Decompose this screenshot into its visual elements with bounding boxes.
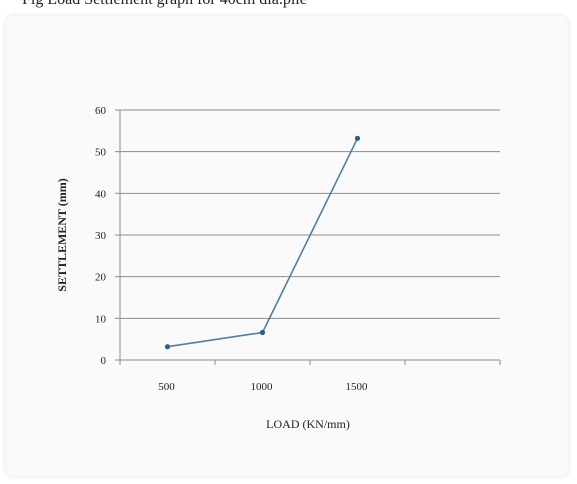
x-tick-label: 500 xyxy=(158,381,175,393)
x-tick-labels: 500 1000 1500 xyxy=(158,381,368,393)
chart-panel xyxy=(6,16,568,476)
y-tick-label: 60 xyxy=(95,105,107,117)
axes xyxy=(115,109,501,365)
y-tick-label: 50 xyxy=(95,147,107,159)
series-line xyxy=(167,137,359,348)
y-tick-labels: 0 10 20 30 40 50 60 xyxy=(95,105,107,367)
data-point xyxy=(164,344,171,350)
y-tick-label: 30 xyxy=(95,230,107,242)
y-tick-label: 0 xyxy=(101,355,107,367)
x-tick-label: 1500 xyxy=(346,381,369,393)
y-axis-label: SETTLEMENT (mm) xyxy=(55,178,69,291)
x-tick-label: 1000 xyxy=(251,381,274,393)
series-group xyxy=(164,135,361,350)
data-point xyxy=(259,329,266,336)
figure-caption: Fig Load Settlement graph for 40cm dia.p… xyxy=(22,0,307,9)
y-tick-label: 10 xyxy=(95,313,107,325)
y-tick-label: 40 xyxy=(95,188,107,200)
gridlines xyxy=(120,109,500,319)
data-point xyxy=(354,135,361,141)
y-tick-label: 20 xyxy=(95,272,107,284)
x-axis-label: LOAD (KN/mm) xyxy=(266,417,350,431)
